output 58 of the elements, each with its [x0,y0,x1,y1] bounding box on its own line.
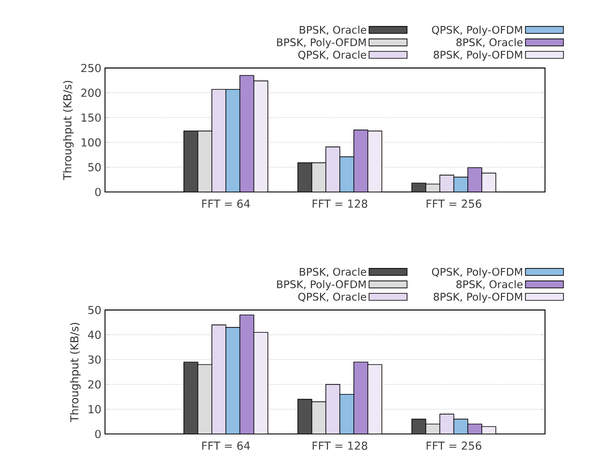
bar [339,394,354,434]
y-tick-label: 100 [82,138,101,147]
legend-label: 8PSK, Oracle [456,280,523,290]
x-tick-label: FFT = 64 [202,442,250,450]
x-tick-label: FFT = 128 [312,200,368,208]
y-axis-title: Throughput (KB/s) [62,80,74,180]
bar [439,174,454,192]
bar [197,364,212,434]
bar [453,418,468,434]
legend-label: BPSK, Oracle [300,26,366,35]
y-tick-label: 10 [88,405,101,414]
y-tick-label: 40 [88,330,101,339]
bar [225,327,240,434]
bar [253,332,268,434]
y-tick-label: 50 [88,163,101,172]
legend-label: QPSK, Oracle [298,292,366,302]
y-tick-label: 0 [95,188,101,196]
y-axis-title: Throughput (KB/s) [70,322,81,422]
bar [481,172,496,192]
y-tick-label: 50 [88,306,101,314]
bar [297,398,312,434]
y-tick-label: 200 [81,88,101,97]
bar [239,75,254,192]
bar [183,130,198,192]
y-tick-label: 30 [88,355,101,364]
legend-label: QPSK, Poly-OFDM [432,268,522,278]
y-tick-label: 20 [88,380,101,389]
bar [211,324,226,434]
legend-label: 8PSK, Poly-OFDM [434,50,522,61]
bar [325,146,340,192]
bar [183,362,198,434]
bar [367,130,382,192]
bar [325,384,340,434]
legend-label: BPSK, Poly-OFDM [277,280,366,290]
y-tick-label: 150 [82,113,101,122]
y-tick-label: 0 [95,430,101,438]
bar [297,162,312,192]
bar [353,130,368,192]
x-tick-label: FFT = 256 [426,442,482,450]
legend-label: QPSK, Oracle [298,50,366,60]
bar [197,130,212,192]
bar [439,414,454,434]
x-tick-label: FFT = 256 [426,200,482,208]
legend-label: 8PSK, Oracle [456,38,523,48]
bar [367,364,382,434]
legend-label: QPSK, Poly-OFDM [432,26,522,36]
bar [253,80,268,192]
x-tick-label: FFT = 128 [312,442,368,450]
legend-label: BPSK, Poly-OFDM [277,38,366,48]
bar [211,88,226,192]
legend-label: 8PSK, Poly-OFDM [434,292,522,303]
legend-label: BPSK, Oracle [300,268,366,277]
x-tick-label: FFT = 64 [202,200,250,208]
bar [411,418,426,434]
bar [311,162,326,192]
y-tick-label: 250 [81,64,101,72]
bar [311,401,326,434]
bar [467,167,482,192]
